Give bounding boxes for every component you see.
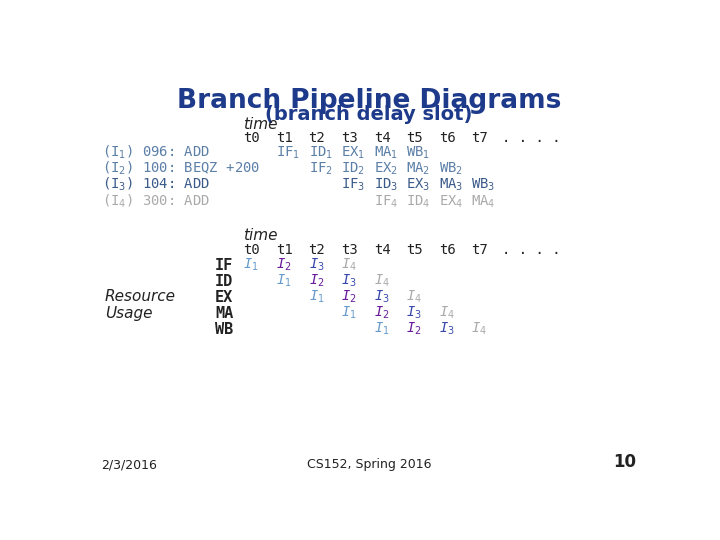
Text: . . . .: . . . .	[503, 242, 561, 256]
Text: CS152, Spring 2016: CS152, Spring 2016	[307, 458, 431, 471]
Text: 10: 10	[613, 454, 636, 471]
Text: t6: t6	[438, 131, 456, 145]
Text: t1: t1	[276, 242, 293, 256]
Text: MA$_2$: MA$_2$	[406, 161, 431, 177]
Text: (I$_1$) 096: ADD: (I$_1$) 096: ADD	[102, 144, 210, 161]
Text: EX$_3$: EX$_3$	[406, 177, 431, 193]
Text: t5: t5	[406, 242, 423, 256]
Text: WB$_3$: WB$_3$	[472, 177, 495, 193]
Text: ID$_4$: ID$_4$	[406, 193, 431, 210]
Text: t7: t7	[472, 131, 488, 145]
Text: ID$_1$: ID$_1$	[309, 145, 333, 161]
Text: IF: IF	[215, 258, 233, 273]
Text: I$_4$: I$_4$	[341, 256, 357, 273]
Text: MA: MA	[215, 306, 233, 321]
Text: IF$_1$: IF$_1$	[276, 145, 300, 161]
Text: I$_2$: I$_2$	[406, 321, 422, 338]
Text: t3: t3	[341, 242, 358, 256]
Text: MA$_1$: MA$_1$	[374, 145, 397, 161]
Text: (I$_4$) 300: ADD: (I$_4$) 300: ADD	[102, 192, 210, 210]
Text: t4: t4	[374, 131, 390, 145]
Text: EX: EX	[215, 290, 233, 305]
Text: time: time	[243, 117, 278, 132]
Text: t2: t2	[309, 242, 325, 256]
Text: I$_4$: I$_4$	[374, 273, 390, 289]
Text: IF$_4$: IF$_4$	[374, 193, 398, 210]
Text: EX$_2$: EX$_2$	[374, 161, 397, 177]
Text: MA$_3$: MA$_3$	[438, 177, 463, 193]
Text: I$_3$: I$_3$	[406, 305, 422, 321]
Text: 2/3/2016: 2/3/2016	[102, 458, 158, 471]
Text: I$_1$: I$_1$	[341, 305, 357, 321]
Text: EX$_1$: EX$_1$	[341, 145, 365, 161]
Text: IF$_2$: IF$_2$	[309, 161, 333, 177]
Text: MA$_4$: MA$_4$	[472, 193, 495, 210]
Text: t4: t4	[374, 242, 390, 256]
Text: ID: ID	[215, 274, 233, 289]
Text: t0: t0	[243, 131, 260, 145]
Text: Branch Pipeline Diagrams: Branch Pipeline Diagrams	[177, 88, 561, 114]
Text: I$_3$: I$_3$	[309, 256, 325, 273]
Text: WB$_2$: WB$_2$	[438, 161, 463, 177]
Text: (I$_2$) 100: BEQZ +200: (I$_2$) 100: BEQZ +200	[102, 160, 260, 177]
Text: ID$_2$: ID$_2$	[341, 161, 365, 177]
Text: t0: t0	[243, 242, 260, 256]
Text: t1: t1	[276, 131, 293, 145]
Text: I$_2$: I$_2$	[276, 256, 292, 273]
Text: t5: t5	[406, 131, 423, 145]
Text: I$_1$: I$_1$	[243, 256, 259, 273]
Text: IF$_3$: IF$_3$	[341, 177, 365, 193]
Text: t2: t2	[309, 131, 325, 145]
Text: Resource
Usage: Resource Usage	[105, 289, 176, 321]
Text: EX$_4$: EX$_4$	[438, 193, 463, 210]
Text: I$_2$: I$_2$	[341, 289, 357, 305]
Text: I$_4$: I$_4$	[406, 289, 422, 305]
Text: I$_3$: I$_3$	[374, 289, 390, 305]
Text: I$_4$: I$_4$	[472, 321, 487, 338]
Text: I$_3$: I$_3$	[438, 321, 454, 338]
Text: . . . .: . . . .	[503, 131, 561, 145]
Text: I$_4$: I$_4$	[438, 305, 455, 321]
Text: t3: t3	[341, 131, 358, 145]
Text: (I$_3$) 104: ADD: (I$_3$) 104: ADD	[102, 176, 210, 193]
Text: I$_2$: I$_2$	[374, 305, 390, 321]
Text: t6: t6	[438, 242, 456, 256]
Text: I$_1$: I$_1$	[309, 289, 324, 305]
Text: I$_3$: I$_3$	[341, 273, 357, 289]
Text: t7: t7	[472, 242, 488, 256]
Text: I$_2$: I$_2$	[309, 273, 324, 289]
Text: I$_1$: I$_1$	[374, 321, 390, 338]
Text: ID$_3$: ID$_3$	[374, 177, 398, 193]
Text: time: time	[243, 228, 278, 244]
Text: I$_1$: I$_1$	[276, 273, 292, 289]
Text: WB$_1$: WB$_1$	[406, 145, 431, 161]
Text: (branch delay slot): (branch delay slot)	[265, 105, 473, 124]
Text: WB: WB	[215, 322, 233, 338]
